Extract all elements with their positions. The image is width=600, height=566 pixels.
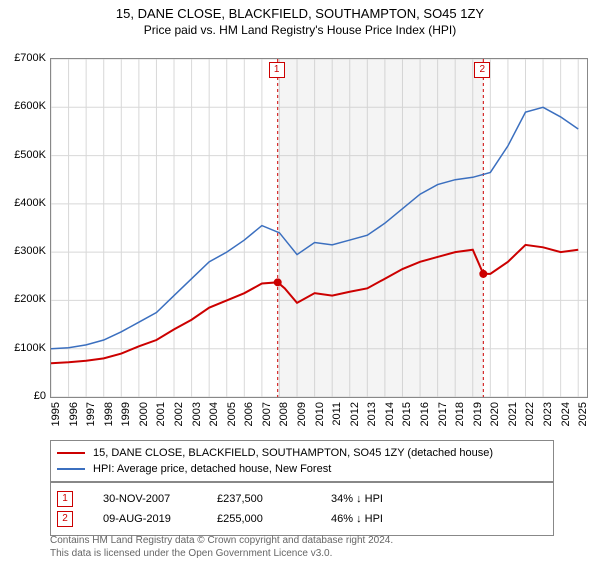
sale-price: £237,500 (217, 493, 307, 505)
x-axis-tick-label: 1997 (85, 402, 97, 426)
x-axis-tick-label: 2025 (577, 402, 589, 426)
x-axis-tick-label: 2008 (278, 402, 290, 426)
x-axis-tick-label: 2023 (542, 402, 554, 426)
x-axis-tick-label: 2001 (155, 402, 167, 426)
sale-marker-flag: 1 (269, 62, 285, 78)
x-axis-tick-label: 1995 (50, 402, 62, 426)
sale-marker-number: 1 (57, 491, 73, 507)
legend: 15, DANE CLOSE, BLACKFIELD, SOUTHAMPTON,… (50, 440, 554, 482)
footer-line2: This data is licensed under the Open Gov… (50, 547, 393, 560)
sale-marker-number: 2 (57, 511, 73, 527)
y-axis-tick-label: £500K (14, 149, 46, 161)
sales-table: 1 30-NOV-2007 £237,500 34% ↓ HPI 2 09-AU… (50, 482, 554, 536)
x-axis-tick-label: 2021 (507, 402, 519, 426)
y-axis-tick-label: £700K (14, 52, 46, 64)
x-axis-tick-label: 2017 (437, 402, 449, 426)
legend-item: 15, DANE CLOSE, BLACKFIELD, SOUTHAMPTON,… (57, 445, 547, 461)
sale-row: 2 09-AUG-2019 £255,000 46% ↓ HPI (57, 509, 547, 529)
sale-date: 30-NOV-2007 (103, 493, 193, 505)
x-axis-tick-label: 2013 (366, 402, 378, 426)
x-axis-tick-label: 1999 (120, 402, 132, 426)
x-axis-tick-label: 2000 (138, 402, 150, 426)
title-address: 15, DANE CLOSE, BLACKFIELD, SOUTHAMPTON,… (0, 6, 600, 21)
x-axis-tick-label: 2006 (243, 402, 255, 426)
sale-diff-hpi: 46% ↓ HPI (331, 513, 421, 525)
x-axis-tick-label: 2007 (261, 402, 273, 426)
x-axis-tick-label: 2022 (524, 402, 536, 426)
x-axis-tick-label: 2018 (454, 402, 466, 426)
y-axis-tick-label: £100K (14, 342, 46, 354)
x-axis-tick-label: 2024 (560, 402, 572, 426)
x-axis-tick-label: 2019 (472, 402, 484, 426)
sale-row: 1 30-NOV-2007 £237,500 34% ↓ HPI (57, 489, 547, 509)
x-axis-tick-label: 2009 (296, 402, 308, 426)
legend-label: 15, DANE CLOSE, BLACKFIELD, SOUTHAMPTON,… (93, 447, 493, 459)
sale-marker-flag: 2 (474, 62, 490, 78)
legend-swatch (57, 452, 85, 454)
chart-plot-area (50, 58, 588, 398)
sale-price: £255,000 (217, 513, 307, 525)
x-axis-tick-label: 2012 (349, 402, 361, 426)
x-axis-tick-label: 1996 (68, 402, 80, 426)
footer-line1: Contains HM Land Registry data © Crown c… (50, 534, 393, 547)
x-axis-tick-label: 2020 (489, 402, 501, 426)
y-axis-tick-label: £400K (14, 197, 46, 209)
x-axis-tick-label: 2005 (226, 402, 238, 426)
line-chart-svg (51, 59, 587, 397)
x-axis-tick-label: 2015 (401, 402, 413, 426)
title-subtitle: Price paid vs. HM Land Registry's House … (0, 23, 600, 37)
y-axis-tick-label: £200K (14, 293, 46, 305)
x-axis-tick-label: 2002 (173, 402, 185, 426)
chart-title: 15, DANE CLOSE, BLACKFIELD, SOUTHAMPTON,… (0, 6, 600, 37)
sale-date: 09-AUG-2019 (103, 513, 193, 525)
x-axis-tick-label: 2004 (208, 402, 220, 426)
y-axis-tick-label: £600K (14, 100, 46, 112)
legend-swatch (57, 468, 85, 470)
x-axis-tick-label: 2003 (191, 402, 203, 426)
x-axis-tick-label: 2010 (314, 402, 326, 426)
footer-attribution: Contains HM Land Registry data © Crown c… (50, 534, 393, 560)
x-axis-tick-label: 2014 (384, 402, 396, 426)
legend-item: HPI: Average price, detached house, New … (57, 461, 547, 477)
y-axis-tick-label: £0 (34, 390, 46, 402)
sale-diff-hpi: 34% ↓ HPI (331, 493, 421, 505)
x-axis-tick-label: 2016 (419, 402, 431, 426)
legend-label: HPI: Average price, detached house, New … (93, 463, 331, 475)
x-axis-tick-label: 2011 (331, 402, 343, 426)
x-axis-tick-label: 1998 (103, 402, 115, 426)
y-axis-tick-label: £300K (14, 245, 46, 257)
